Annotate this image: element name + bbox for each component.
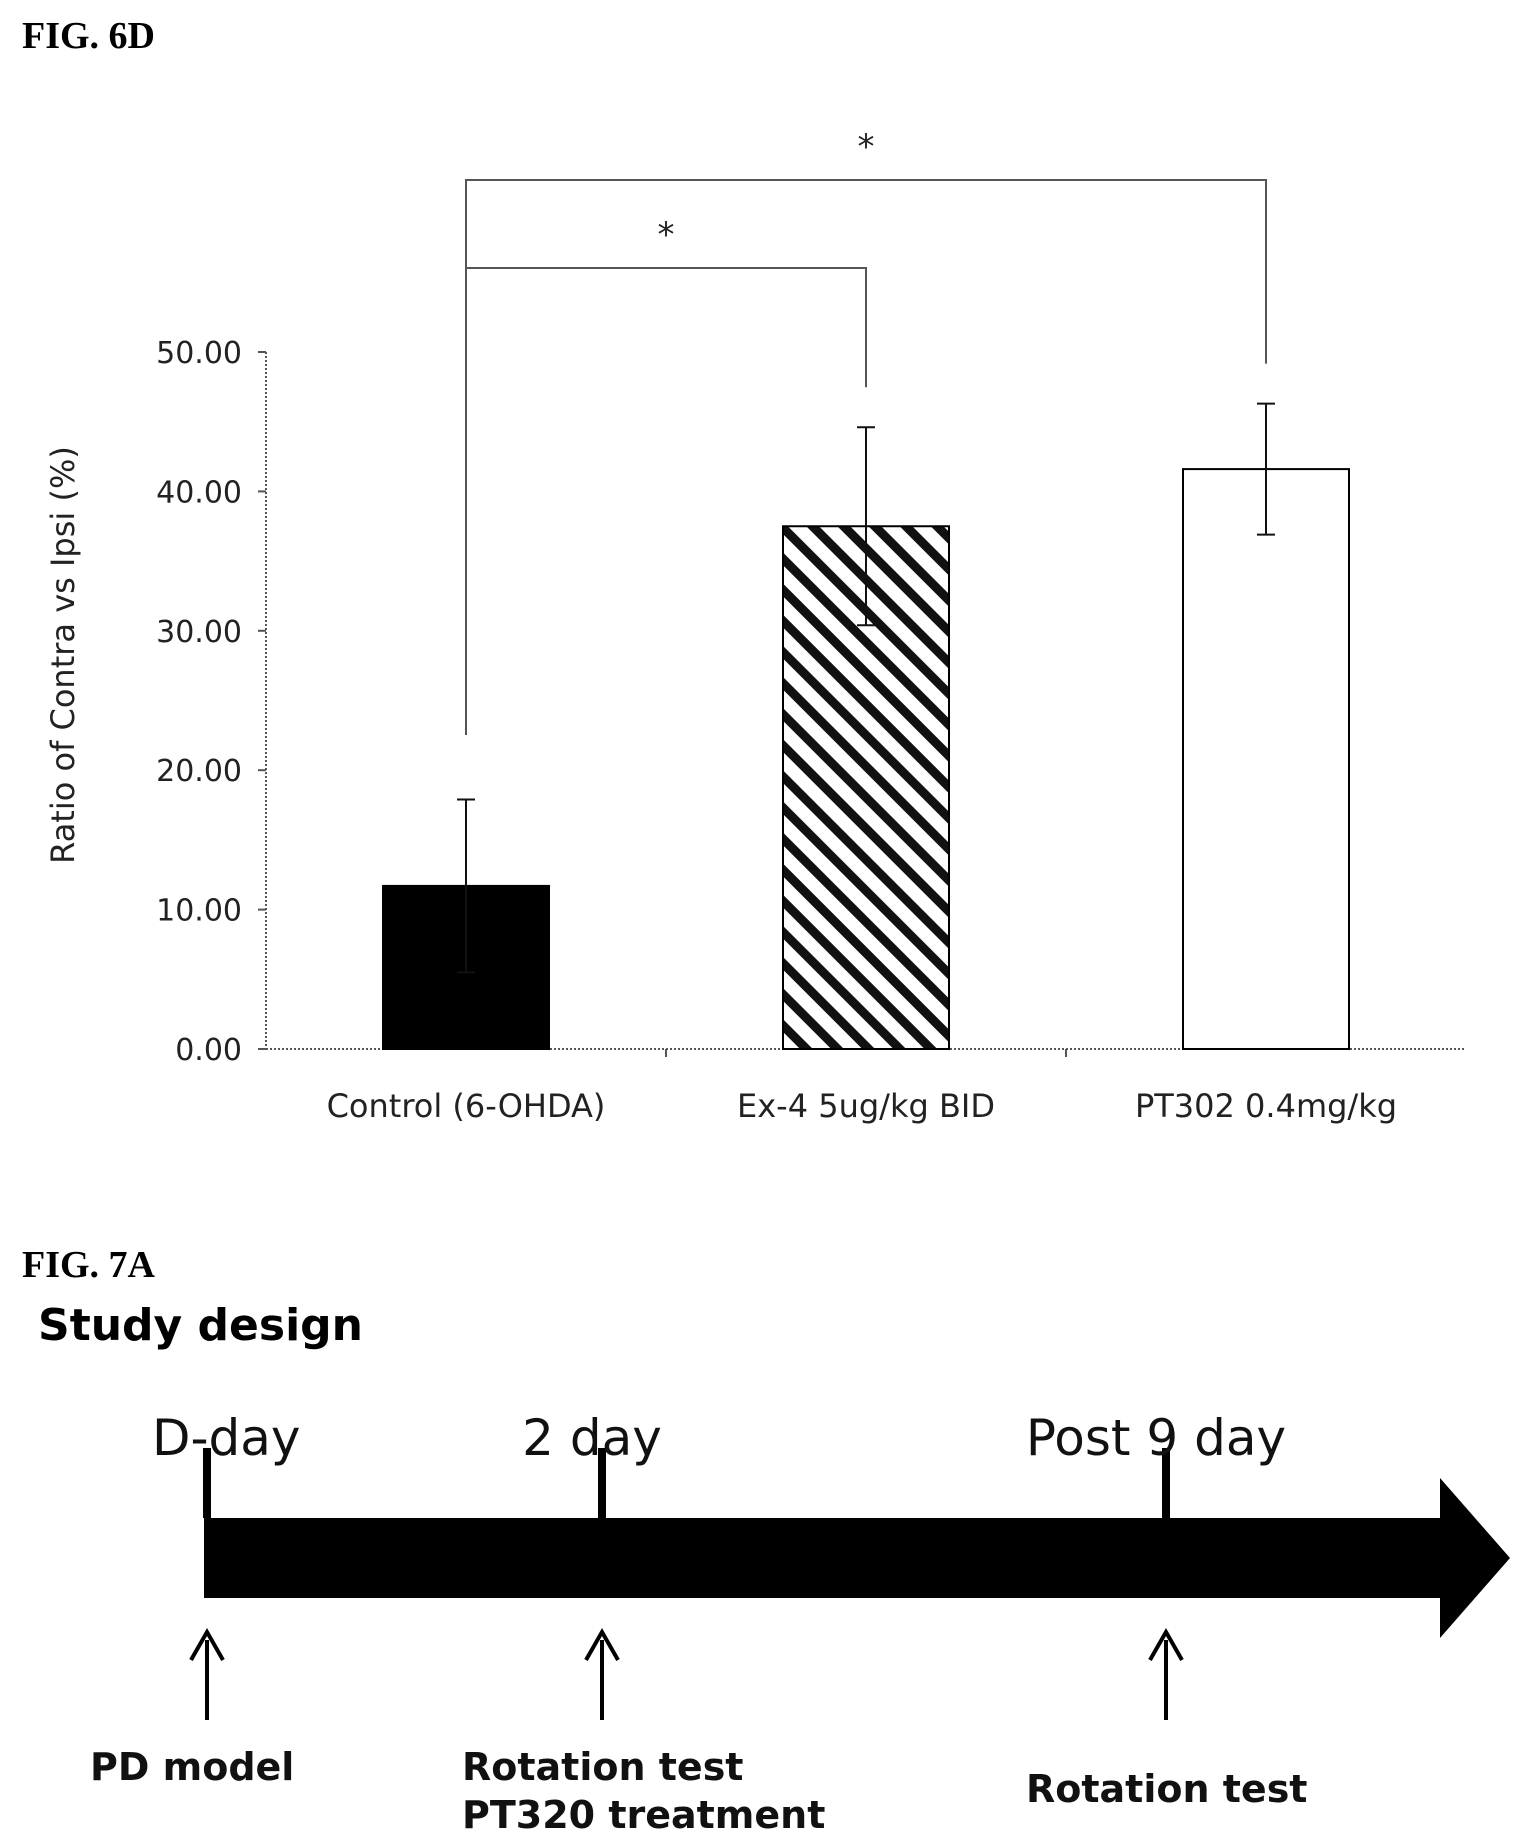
y-tick-label: 30.00 (156, 615, 242, 650)
timeline-note: Rotation test (462, 1745, 743, 1789)
significance-mark: * (658, 215, 675, 255)
category-labels: Control (6-OHDA) Ex-4 5ug/kg BID PT302 0.4… (327, 1087, 1397, 1125)
timeline-label: Post 9 day (1026, 1409, 1286, 1467)
up-arrow-head (1148, 1627, 1184, 1661)
figure-label-6d: FIG. 6D (22, 15, 155, 57)
category-label: PT302 0.4mg/kg (1135, 1087, 1397, 1125)
timeline-tick (1162, 1448, 1170, 1518)
study-design-title: Study design (38, 1300, 363, 1351)
category-label: Ex-4 5ug/kg BID (737, 1087, 995, 1125)
timeline-label: 2 day (522, 1409, 662, 1467)
y-tick-labels: 0.00 10.00 20.00 30.00 40.00 50.00 (156, 336, 242, 1068)
up-arrow-head (584, 1627, 620, 1661)
y-tick-label: 20.00 (156, 754, 242, 789)
y-tick-label: 0.00 (175, 1033, 242, 1068)
timeline-tick (598, 1448, 606, 1518)
timeline-arrow-head (1440, 1478, 1510, 1638)
timeline-tick (203, 1448, 211, 1518)
timeline-label: D-day (152, 1409, 301, 1467)
y-tick-label: 10.00 (156, 894, 242, 929)
figure-label-7a: FIG. 7A (22, 1244, 155, 1286)
significance-brackets: ** (465, 127, 1267, 735)
category-label: Control (6-OHDA) (327, 1087, 606, 1125)
bar (1182, 468, 1350, 1050)
timeline-note: PT320 treatment (462, 1793, 825, 1837)
y-axis-label: Ratio of Contra vs Ipsi (%) (44, 446, 82, 864)
significance-bracket (465, 179, 1267, 735)
up-arrow-head (189, 1627, 225, 1661)
timeline-arrow-shaft (204, 1518, 1444, 1598)
y-tick-label: 40.00 (156, 475, 242, 510)
error-bars (457, 402, 1275, 974)
timeline-note: PD model (90, 1745, 294, 1789)
timeline-note: Rotation test (1026, 1767, 1307, 1811)
significance-mark: * (858, 127, 875, 167)
y-tick-label: 50.00 (156, 336, 242, 371)
